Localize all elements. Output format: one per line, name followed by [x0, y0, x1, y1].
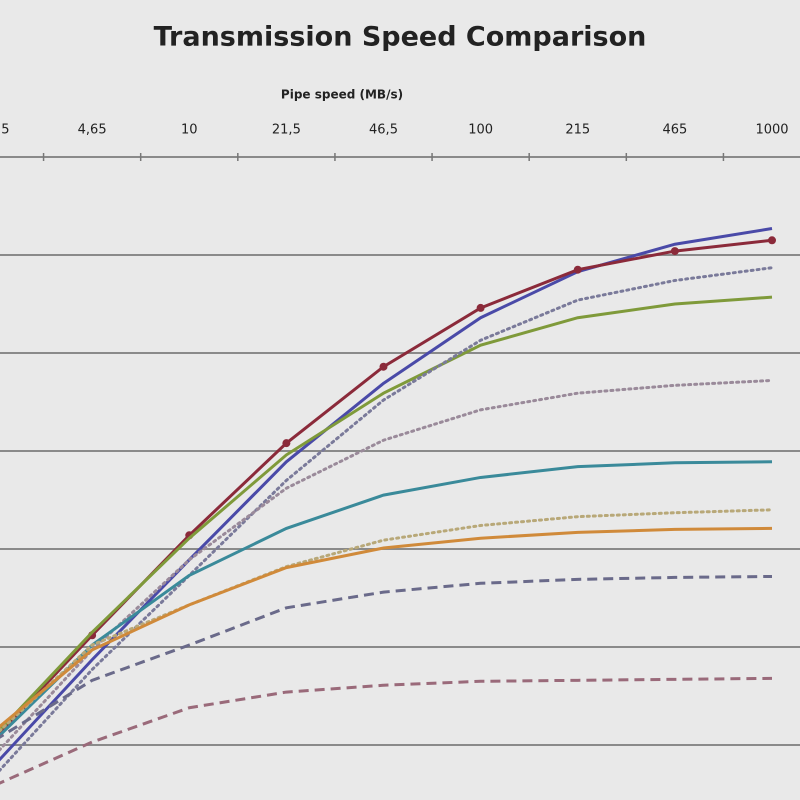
x-tick-label: 215: [565, 123, 590, 138]
series-line: [0, 508, 774, 733]
x-tick-label: 10: [181, 123, 198, 138]
x-tick-label: 21,5: [272, 123, 301, 138]
marker: [282, 439, 291, 448]
x-tick-label: 2,15: [0, 123, 9, 138]
series-line: [0, 227, 773, 762]
x-tick-label: 100: [468, 123, 493, 138]
x-tick-label: 465: [662, 123, 687, 138]
series-line: [0, 295, 773, 733]
marker: [379, 362, 388, 371]
marker: [573, 265, 582, 274]
chart-title: Transmission Speed Comparison: [154, 22, 647, 53]
series-line: [0, 460, 773, 738]
x-tick-label: 1000: [755, 123, 788, 138]
marker: [476, 303, 485, 312]
x-axis-label: Pipe speed (MB/s): [281, 88, 403, 102]
series-line: [0, 676, 773, 785]
marker: [768, 236, 776, 245]
series-line: [0, 266, 774, 773]
series-line: [0, 378, 774, 752]
series-line: [0, 526, 773, 729]
marker: [670, 247, 679, 256]
x-tick-label: 46,5: [369, 123, 398, 138]
series-line: [0, 574, 773, 739]
x-tick-label: 4,65: [78, 123, 107, 138]
